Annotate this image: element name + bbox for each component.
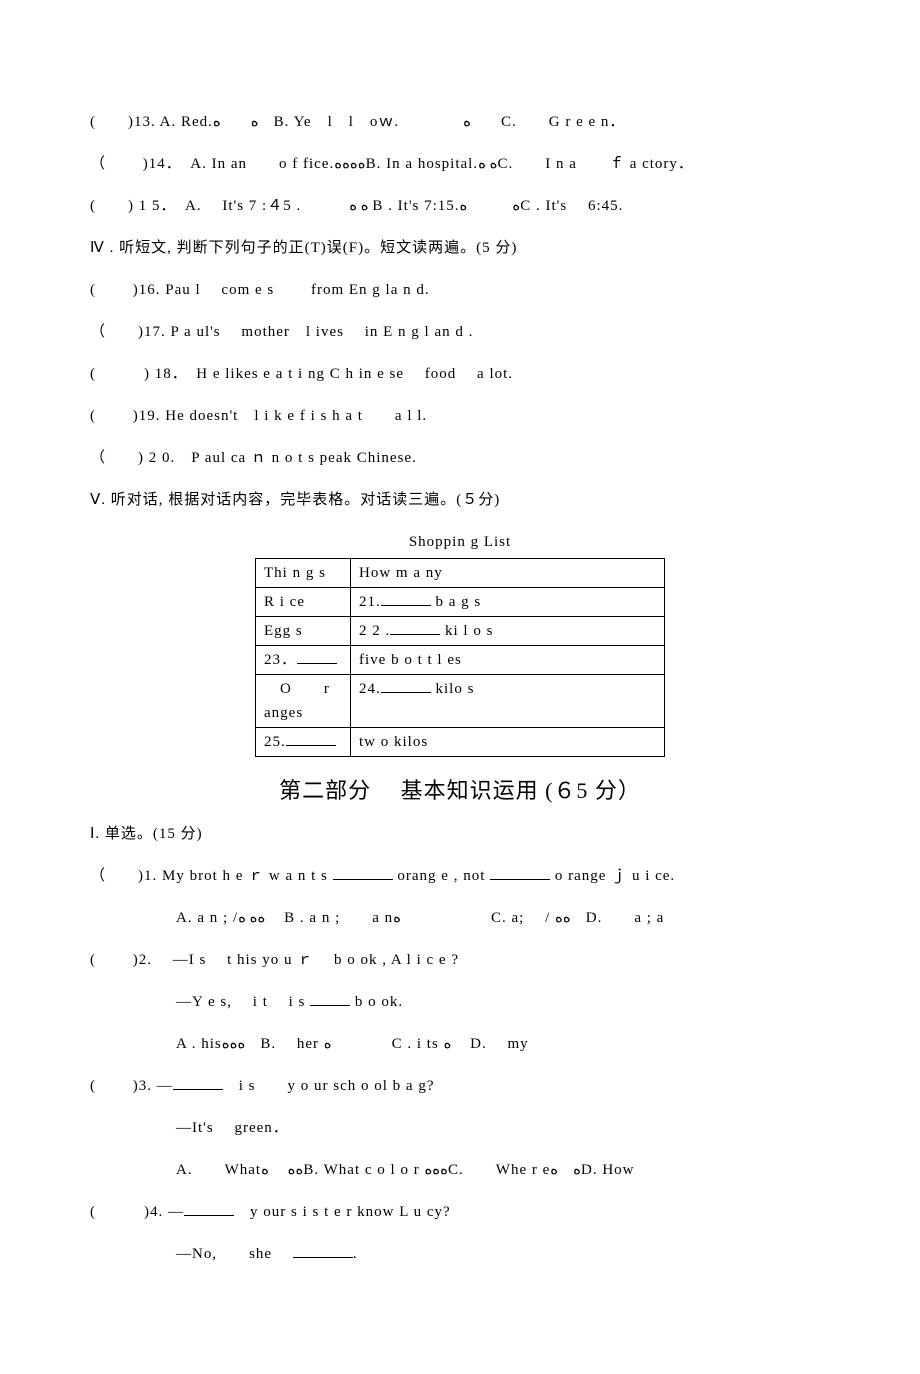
mc-answer-3: ―It's green． xyxy=(90,1116,830,1140)
mc-question-1: （ )1. My brot h e ｒ w a n t s orang e , … xyxy=(90,864,830,888)
question-18: ( ) 18． H e likes e a t i ng C h in e se… xyxy=(90,362,830,386)
blank-mc1a[interactable] xyxy=(333,865,393,880)
table-row: O r anges 24. kilo s xyxy=(256,675,665,728)
cell-25: 25. xyxy=(256,728,351,757)
shopping-list-table: Thi n g s How m a ny R i ce 21. b a g s … xyxy=(255,558,665,757)
cell-eggs: Egg s xyxy=(256,617,351,646)
cell-oranges-qty: 24. kilo s xyxy=(351,675,665,728)
blank-25[interactable] xyxy=(286,731,336,746)
mc-options-1: A. a n ; /ﻩﻩ ﻩ B . a n ; a nﻩ C. a; / ﻩﻩ… xyxy=(90,906,830,930)
mc-question-3: ( )3. ― i s y o ur sch o ol b a g? xyxy=(90,1074,830,1098)
question-14: （ )14． A. In an o f fice.ﻩﻩﻩﻩB. In a hos… xyxy=(90,152,830,176)
table-header-things: Thi n g s xyxy=(256,559,351,588)
table-row: Egg s 2 2 . ki l o s xyxy=(256,617,665,646)
mc-question-4: ( )4. ― y our s i s t e r know L u cy? xyxy=(90,1200,830,1224)
table-header-row: Thi n g s How m a ny xyxy=(256,559,665,588)
blank-22[interactable] xyxy=(390,620,440,635)
blank-23[interactable] xyxy=(297,649,337,664)
table-row: R i ce 21. b a g s xyxy=(256,588,665,617)
blank-mc2[interactable] xyxy=(310,991,350,1006)
mc-options-3: A. Whatﻩﻩ ﻩB. What c o l o r ﻩﻩﻩC. Whe r… xyxy=(90,1158,830,1182)
blank-21[interactable] xyxy=(381,591,431,606)
part-two-heading: 第二部分 基本知识运用 (６5 分） xyxy=(90,773,830,808)
table-title: Shoppin g List xyxy=(90,530,830,554)
cell-eggs-qty: 2 2 . ki l o s xyxy=(351,617,665,646)
cell-rice-qty: 21. b a g s xyxy=(351,588,665,617)
question-16: ( )16. Pau l com e s from En g la n d. xyxy=(90,278,830,302)
section-i-heading: Ⅰ. 单选。(15 分) xyxy=(90,822,830,846)
blank-24[interactable] xyxy=(381,678,431,693)
question-20: （ ) 2 0. P aul ca ｎ n o t s peak Chinese… xyxy=(90,446,830,470)
cell-25-qty: tw o kilos xyxy=(351,728,665,757)
question-17: （ )17. P a ul's mother l ives in E n g l… xyxy=(90,320,830,344)
mc-answer-2: ―Y e s, i t i s b o ok. xyxy=(90,990,830,1014)
mc-options-2: A . hisﻩﻩﻩ B. her ﻩ C . i ts ﻩ D. my xyxy=(90,1032,830,1056)
cell-23-qty: five b o t t l es xyxy=(351,646,665,675)
table-row: 25. tw o kilos xyxy=(256,728,665,757)
mc-question-2: ( )2. ―I s t his yo u ｒ b o ok , A l i c… xyxy=(90,948,830,972)
section-v-heading: Ⅴ. 听对话, 根据对话内容，完毕表格。对话读三遍。(５分) xyxy=(90,488,830,512)
question-15: ( ) 1 5． A. It's 7 :４5 . ﻩ ﻩ B . It's 7:… xyxy=(90,194,830,218)
cell-23: 23． xyxy=(256,646,351,675)
blank-mc1b[interactable] xyxy=(490,865,550,880)
cell-rice: R i ce xyxy=(256,588,351,617)
blank-mc4b[interactable] xyxy=(293,1243,353,1258)
section-iv-heading: Ⅳ . 听短文, 判断下列句子的正(T)误(F)。短文读两遍。(5 分) xyxy=(90,236,830,260)
blank-mc4a[interactable] xyxy=(184,1201,234,1216)
blank-mc3[interactable] xyxy=(173,1075,223,1090)
question-13: ( )13. A. Red.ﻩ ﻩ B. Ye l l oｗ. ﻩ C. G r… xyxy=(90,110,830,134)
question-19: ( )19. He doesn't l i k e f i s h a t a … xyxy=(90,404,830,428)
mc-answer-4: ―No, she . xyxy=(90,1242,830,1266)
cell-oranges: O r anges xyxy=(256,675,351,728)
table-row: 23． five b o t t l es xyxy=(256,646,665,675)
table-header-howmany: How m a ny xyxy=(351,559,665,588)
